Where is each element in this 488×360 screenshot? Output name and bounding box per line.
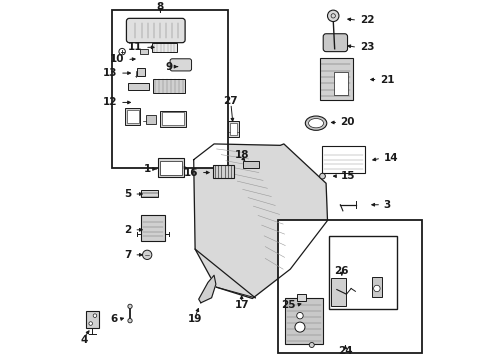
FancyBboxPatch shape	[158, 158, 183, 177]
Circle shape	[296, 312, 303, 319]
Text: 9: 9	[165, 62, 172, 72]
Circle shape	[93, 314, 97, 318]
Text: 20: 20	[340, 117, 354, 127]
Circle shape	[127, 304, 132, 309]
FancyBboxPatch shape	[328, 236, 396, 309]
Text: 27: 27	[223, 96, 238, 106]
Text: 18: 18	[234, 150, 248, 160]
FancyBboxPatch shape	[170, 59, 191, 71]
Text: 2: 2	[124, 225, 132, 235]
Text: 25: 25	[280, 300, 295, 310]
Text: 22: 22	[359, 15, 373, 25]
FancyBboxPatch shape	[140, 49, 147, 54]
FancyBboxPatch shape	[284, 298, 323, 344]
Circle shape	[327, 10, 338, 22]
FancyBboxPatch shape	[278, 220, 421, 353]
FancyBboxPatch shape	[141, 190, 158, 197]
FancyBboxPatch shape	[322, 147, 364, 173]
FancyBboxPatch shape	[112, 10, 228, 168]
FancyBboxPatch shape	[141, 216, 165, 240]
FancyBboxPatch shape	[153, 79, 185, 93]
Text: 11: 11	[128, 42, 142, 52]
FancyBboxPatch shape	[330, 278, 346, 306]
Text: 5: 5	[124, 189, 132, 199]
FancyBboxPatch shape	[146, 115, 156, 124]
FancyBboxPatch shape	[213, 165, 233, 177]
Text: 21: 21	[379, 75, 393, 85]
Circle shape	[308, 342, 314, 347]
FancyBboxPatch shape	[297, 294, 306, 301]
FancyBboxPatch shape	[319, 58, 352, 100]
Text: 7: 7	[124, 250, 132, 260]
FancyBboxPatch shape	[124, 108, 140, 125]
Text: 16: 16	[184, 167, 198, 177]
FancyBboxPatch shape	[127, 83, 148, 90]
Circle shape	[127, 319, 132, 323]
Circle shape	[319, 173, 325, 179]
FancyBboxPatch shape	[371, 277, 382, 297]
FancyBboxPatch shape	[230, 123, 237, 135]
Text: 17: 17	[234, 300, 248, 310]
FancyBboxPatch shape	[162, 112, 184, 125]
Ellipse shape	[308, 118, 323, 128]
Text: 24: 24	[337, 346, 352, 356]
Text: 3: 3	[383, 200, 390, 210]
FancyBboxPatch shape	[137, 68, 145, 76]
Circle shape	[294, 322, 305, 332]
Text: 26: 26	[334, 266, 348, 275]
FancyBboxPatch shape	[242, 161, 258, 168]
FancyBboxPatch shape	[323, 34, 347, 51]
Polygon shape	[198, 275, 215, 303]
Text: 13: 13	[103, 68, 117, 78]
Text: 12: 12	[103, 98, 117, 107]
Text: 6: 6	[110, 314, 117, 324]
Text: 10: 10	[110, 54, 124, 64]
Text: 8: 8	[157, 2, 163, 12]
FancyBboxPatch shape	[127, 109, 138, 123]
FancyBboxPatch shape	[126, 18, 185, 43]
Text: 23: 23	[359, 42, 373, 52]
Ellipse shape	[305, 116, 326, 130]
Text: 15: 15	[340, 171, 354, 181]
FancyBboxPatch shape	[160, 111, 186, 127]
Text: 14: 14	[383, 153, 397, 163]
FancyBboxPatch shape	[333, 72, 347, 95]
FancyBboxPatch shape	[152, 43, 177, 52]
FancyBboxPatch shape	[228, 121, 239, 138]
FancyBboxPatch shape	[86, 311, 98, 328]
FancyBboxPatch shape	[160, 161, 181, 175]
Text: 1: 1	[143, 164, 150, 174]
Circle shape	[89, 322, 92, 325]
Circle shape	[142, 250, 152, 260]
Text: 19: 19	[187, 314, 202, 324]
Text: 4: 4	[81, 335, 88, 345]
Polygon shape	[193, 144, 327, 298]
Circle shape	[373, 285, 379, 292]
